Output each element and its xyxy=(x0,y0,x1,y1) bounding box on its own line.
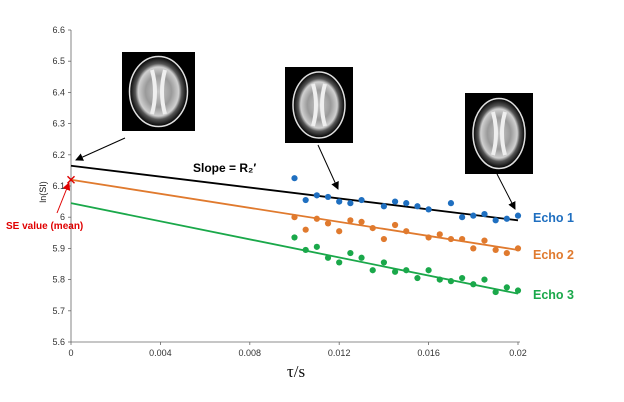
data-point-echo-3 xyxy=(302,246,309,254)
data-point-echo-2 xyxy=(369,225,376,232)
data-point-echo-1 xyxy=(403,200,410,207)
data-point-echo-3 xyxy=(369,267,376,274)
data-point-echo-3 xyxy=(425,267,432,274)
data-point-echo-1 xyxy=(447,200,455,207)
legend-echo-3: Echo 3 xyxy=(533,288,574,302)
data-point-echo-2 xyxy=(447,235,455,243)
y-tick-label: 5.6 xyxy=(52,337,65,347)
data-point-echo-2 xyxy=(492,246,499,254)
data-points xyxy=(291,175,522,296)
data-point-echo-2 xyxy=(425,234,432,241)
y-axis-label: ln(SI) xyxy=(38,181,48,203)
x-tick-label: 0.012 xyxy=(328,348,351,358)
data-point-echo-1 xyxy=(503,215,510,222)
arrow-image-3 xyxy=(496,173,516,210)
data-point-echo-1 xyxy=(291,175,298,182)
y-tick-label: 6.4 xyxy=(52,87,65,97)
data-point-echo-3 xyxy=(514,287,522,294)
data-point-echo-1 xyxy=(514,212,522,219)
data-point-echo-2 xyxy=(403,228,410,235)
data-point-echo-3 xyxy=(358,254,365,261)
data-point-echo-3 xyxy=(470,281,477,288)
y-tick-label: 6.3 xyxy=(52,119,65,129)
data-point-echo-2 xyxy=(358,218,365,225)
x-tick-label: 0.004 xyxy=(149,348,172,358)
data-point-echo-1 xyxy=(492,217,499,224)
data-point-echo-3 xyxy=(291,234,298,241)
data-point-echo-2 xyxy=(459,235,466,243)
se-value-label: SE value (mean) xyxy=(6,221,83,232)
data-point-echo-1 xyxy=(358,196,365,204)
data-point-echo-3 xyxy=(481,276,488,283)
fit-lines xyxy=(70,164,519,295)
x-tick-label: 0.016 xyxy=(417,348,440,358)
data-point-echo-2 xyxy=(313,215,320,222)
data-point-echo-1 xyxy=(459,214,466,221)
data-point-echo-1 xyxy=(481,210,488,218)
data-point-echo-2 xyxy=(336,228,343,235)
legend-echo-2: Echo 2 xyxy=(533,248,574,262)
data-point-echo-2 xyxy=(514,245,522,252)
x-ticks: 0 0.004 0.008 0.012 0.016 0.02 xyxy=(68,342,527,358)
data-point-echo-1 xyxy=(313,192,320,199)
data-point-echo-1 xyxy=(324,193,332,201)
y-tick-label: 6 xyxy=(60,212,65,222)
brain-image-echo-1 xyxy=(122,52,195,131)
data-point-echo-1 xyxy=(347,200,354,207)
data-point-echo-2 xyxy=(436,231,443,238)
data-point-echo-3 xyxy=(447,278,455,285)
data-point-echo-2 xyxy=(391,221,399,229)
data-point-echo-1 xyxy=(425,206,432,213)
fit-line-echo-3 xyxy=(70,202,519,295)
data-point-echo-2 xyxy=(503,249,510,257)
data-point-echo-3 xyxy=(403,267,410,274)
data-point-echo-3 xyxy=(336,259,343,266)
data-point-echo-3 xyxy=(436,276,443,283)
data-point-echo-1 xyxy=(380,203,387,210)
data-point-echo-3 xyxy=(391,268,399,275)
y-ticks: 5.6 5.7 5.8 5.9 6 6.1 6.2 6.3 6.4 6.5 6.6 xyxy=(52,25,71,347)
x-tick-label: 0 xyxy=(68,348,73,358)
y-tick-label: 6.2 xyxy=(52,150,65,160)
se-value-marker xyxy=(67,175,75,184)
arrow-image-2 xyxy=(317,144,339,190)
data-point-echo-2 xyxy=(291,214,298,221)
data-point-echo-3 xyxy=(313,243,320,250)
x-tick-label: 0.008 xyxy=(239,348,262,358)
data-point-echo-2 xyxy=(324,220,332,227)
legend-echo-1: Echo 1 xyxy=(533,211,574,225)
data-point-echo-3 xyxy=(459,274,466,282)
x-axis-label: τ/s xyxy=(287,362,305,381)
data-point-echo-3 xyxy=(380,259,387,266)
data-point-echo-1 xyxy=(414,203,421,210)
data-point-echo-2 xyxy=(481,237,488,244)
data-point-echo-3 xyxy=(503,284,510,291)
fit-line-echo-1 xyxy=(70,164,519,222)
data-point-echo-2 xyxy=(380,235,387,243)
y-tick-label: 6.5 xyxy=(52,56,65,66)
brain-image-echo-3 xyxy=(465,93,533,174)
data-point-echo-1 xyxy=(470,212,477,219)
data-point-echo-1 xyxy=(302,196,309,204)
data-point-echo-3 xyxy=(414,274,421,282)
arrow-se-value xyxy=(56,182,71,214)
y-tick-label: 6.6 xyxy=(52,25,65,35)
y-tick-label: 5.8 xyxy=(52,275,65,285)
data-point-echo-1 xyxy=(336,198,343,205)
x-tick-label: 0.02 xyxy=(509,348,527,358)
brain-image-echo-2 xyxy=(285,67,353,143)
data-point-echo-2 xyxy=(347,217,354,224)
data-point-echo-3 xyxy=(492,288,499,296)
arrow-image-1 xyxy=(75,137,126,161)
data-point-echo-2 xyxy=(302,226,309,233)
data-point-echo-2 xyxy=(470,245,477,252)
y-tick-label: 6.1 xyxy=(52,181,65,191)
data-point-echo-3 xyxy=(347,249,354,257)
slope-label: Slope = R₂′ xyxy=(193,161,256,175)
data-point-echo-1 xyxy=(391,198,399,205)
data-point-echo-3 xyxy=(324,254,332,261)
y-tick-label: 5.9 xyxy=(52,243,65,253)
y-tick-label: 5.7 xyxy=(52,306,65,316)
